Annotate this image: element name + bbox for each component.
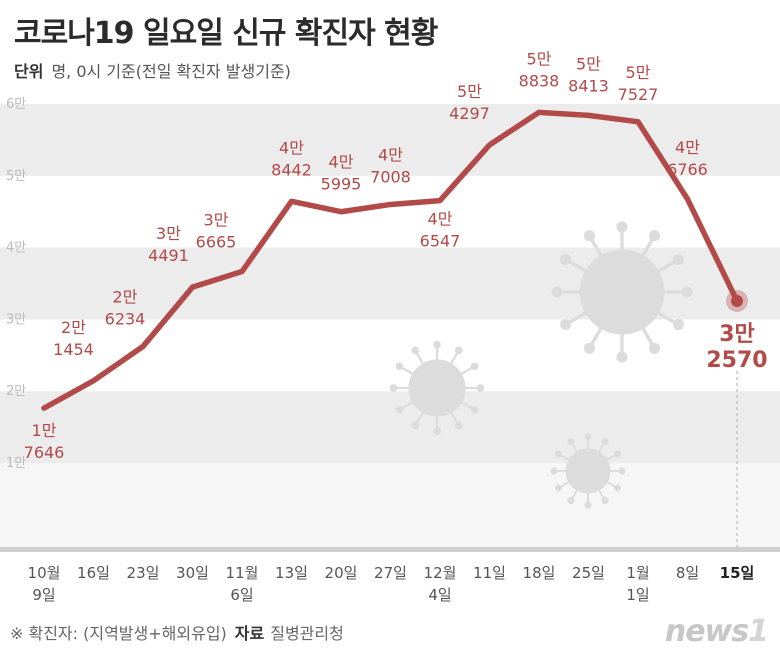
x-tick-label: 8일 <box>676 564 699 582</box>
data-label-value: 1454 <box>53 340 94 359</box>
data-label-value: 6234 <box>105 309 146 328</box>
x-tick-label-line2: 4일 <box>428 586 451 604</box>
data-label-man: 4만 <box>428 210 453 229</box>
grid-band-bottom <box>0 463 780 551</box>
data-label-value: 7646 <box>24 443 65 462</box>
page-title: 코로나19 일요일 신규 확진자 현황 <box>14 16 438 51</box>
data-label-man: 3만 <box>204 211 229 230</box>
x-tick-label: 11월 <box>226 564 259 582</box>
data-label-man: 3만 <box>719 322 755 347</box>
unit-text: 명, 0시 기준(전일 확진자 발생기준) <box>51 62 291 81</box>
data-label-value: 7008 <box>370 167 411 186</box>
logo-one: 1 <box>748 614 769 649</box>
logo-main: news <box>664 614 749 649</box>
data-label-man: 2만 <box>113 287 138 306</box>
news1-logo: news1 <box>664 614 769 649</box>
virus-graphic-large <box>551 221 693 363</box>
y-tick-label: 6만 <box>6 97 26 112</box>
data-label-value: 8442 <box>271 160 312 179</box>
x-tick-label: 16일 <box>77 564 110 582</box>
x-tick-label: 25일 <box>572 564 605 582</box>
y-tick-label: 3만 <box>6 312 26 327</box>
x-tick-label: 23일 <box>127 564 160 582</box>
data-label-value: 6665 <box>196 233 237 252</box>
y-tick-label: 5만 <box>6 169 26 184</box>
data-label-man: 4만 <box>378 145 403 164</box>
series-line <box>41 109 740 411</box>
data-label-man: 1만 <box>32 421 57 440</box>
grid-band <box>0 391 780 463</box>
data-label-value: 2570 <box>706 348 767 373</box>
x-tick-label: 12월 <box>424 564 457 582</box>
y-tick-label: 4만 <box>6 241 26 256</box>
unit-note: 단위 명, 0시 기준(전일 확진자 발생기준) <box>14 58 291 82</box>
x-tick-label: 30일 <box>176 564 209 582</box>
x-tick-label: 1월 <box>626 564 649 582</box>
x-tick-label: 18일 <box>523 564 556 582</box>
data-label-man: 4만 <box>279 138 304 157</box>
virus-graphic-small <box>550 433 626 509</box>
data-label-man: 2만 <box>61 318 86 337</box>
x-tick-label: 27일 <box>374 564 407 582</box>
y-tick-label: 1만 <box>6 456 26 471</box>
x-tick-label: 13일 <box>275 564 308 582</box>
data-label-man: 5만 <box>457 82 482 101</box>
source-name: 질병관리청 <box>270 624 344 643</box>
x-tick-label: 20일 <box>325 564 358 582</box>
data-label-man: 5만 <box>527 49 552 68</box>
footnote-note: ※ 확진자: (지역발생+해외유입) <box>10 624 227 643</box>
data-label-value: 6766 <box>667 160 708 179</box>
x-tick-label: 10월 <box>28 564 61 582</box>
data-label-value: 8413 <box>568 76 609 95</box>
data-label-value: 5995 <box>321 175 362 194</box>
source-label: 자료 <box>234 624 265 643</box>
virus-graphic-medium <box>389 340 485 436</box>
data-label-value: 4491 <box>148 246 189 265</box>
x-tick-label-line2: 9일 <box>32 586 55 604</box>
x-axis-line <box>0 547 780 552</box>
data-label-man: 4만 <box>329 153 354 172</box>
data-label-value: 6547 <box>420 232 461 251</box>
data-label-man: 3만 <box>156 224 181 243</box>
data-label-man: 5만 <box>626 63 651 82</box>
data-label-man: 4만 <box>675 138 700 157</box>
data-label-value: 4297 <box>449 104 490 123</box>
data-label-man: 5만 <box>576 54 601 73</box>
unit-label: 단위 <box>14 62 44 81</box>
y-tick-label: 2만 <box>6 384 26 399</box>
data-label-value: 8838 <box>519 71 560 90</box>
x-tick-label-line2: 6일 <box>230 586 253 604</box>
x-tick-label: 15일 <box>720 564 755 582</box>
highlight-point <box>731 294 743 307</box>
x-tick-label-line2: 1일 <box>626 586 649 604</box>
x-tick-label: 11일 <box>473 564 506 582</box>
data-label-value: 7527 <box>618 85 659 104</box>
footnote: ※ 확진자: (지역발생+해외유입) 자료 질병관리청 <box>10 620 344 644</box>
